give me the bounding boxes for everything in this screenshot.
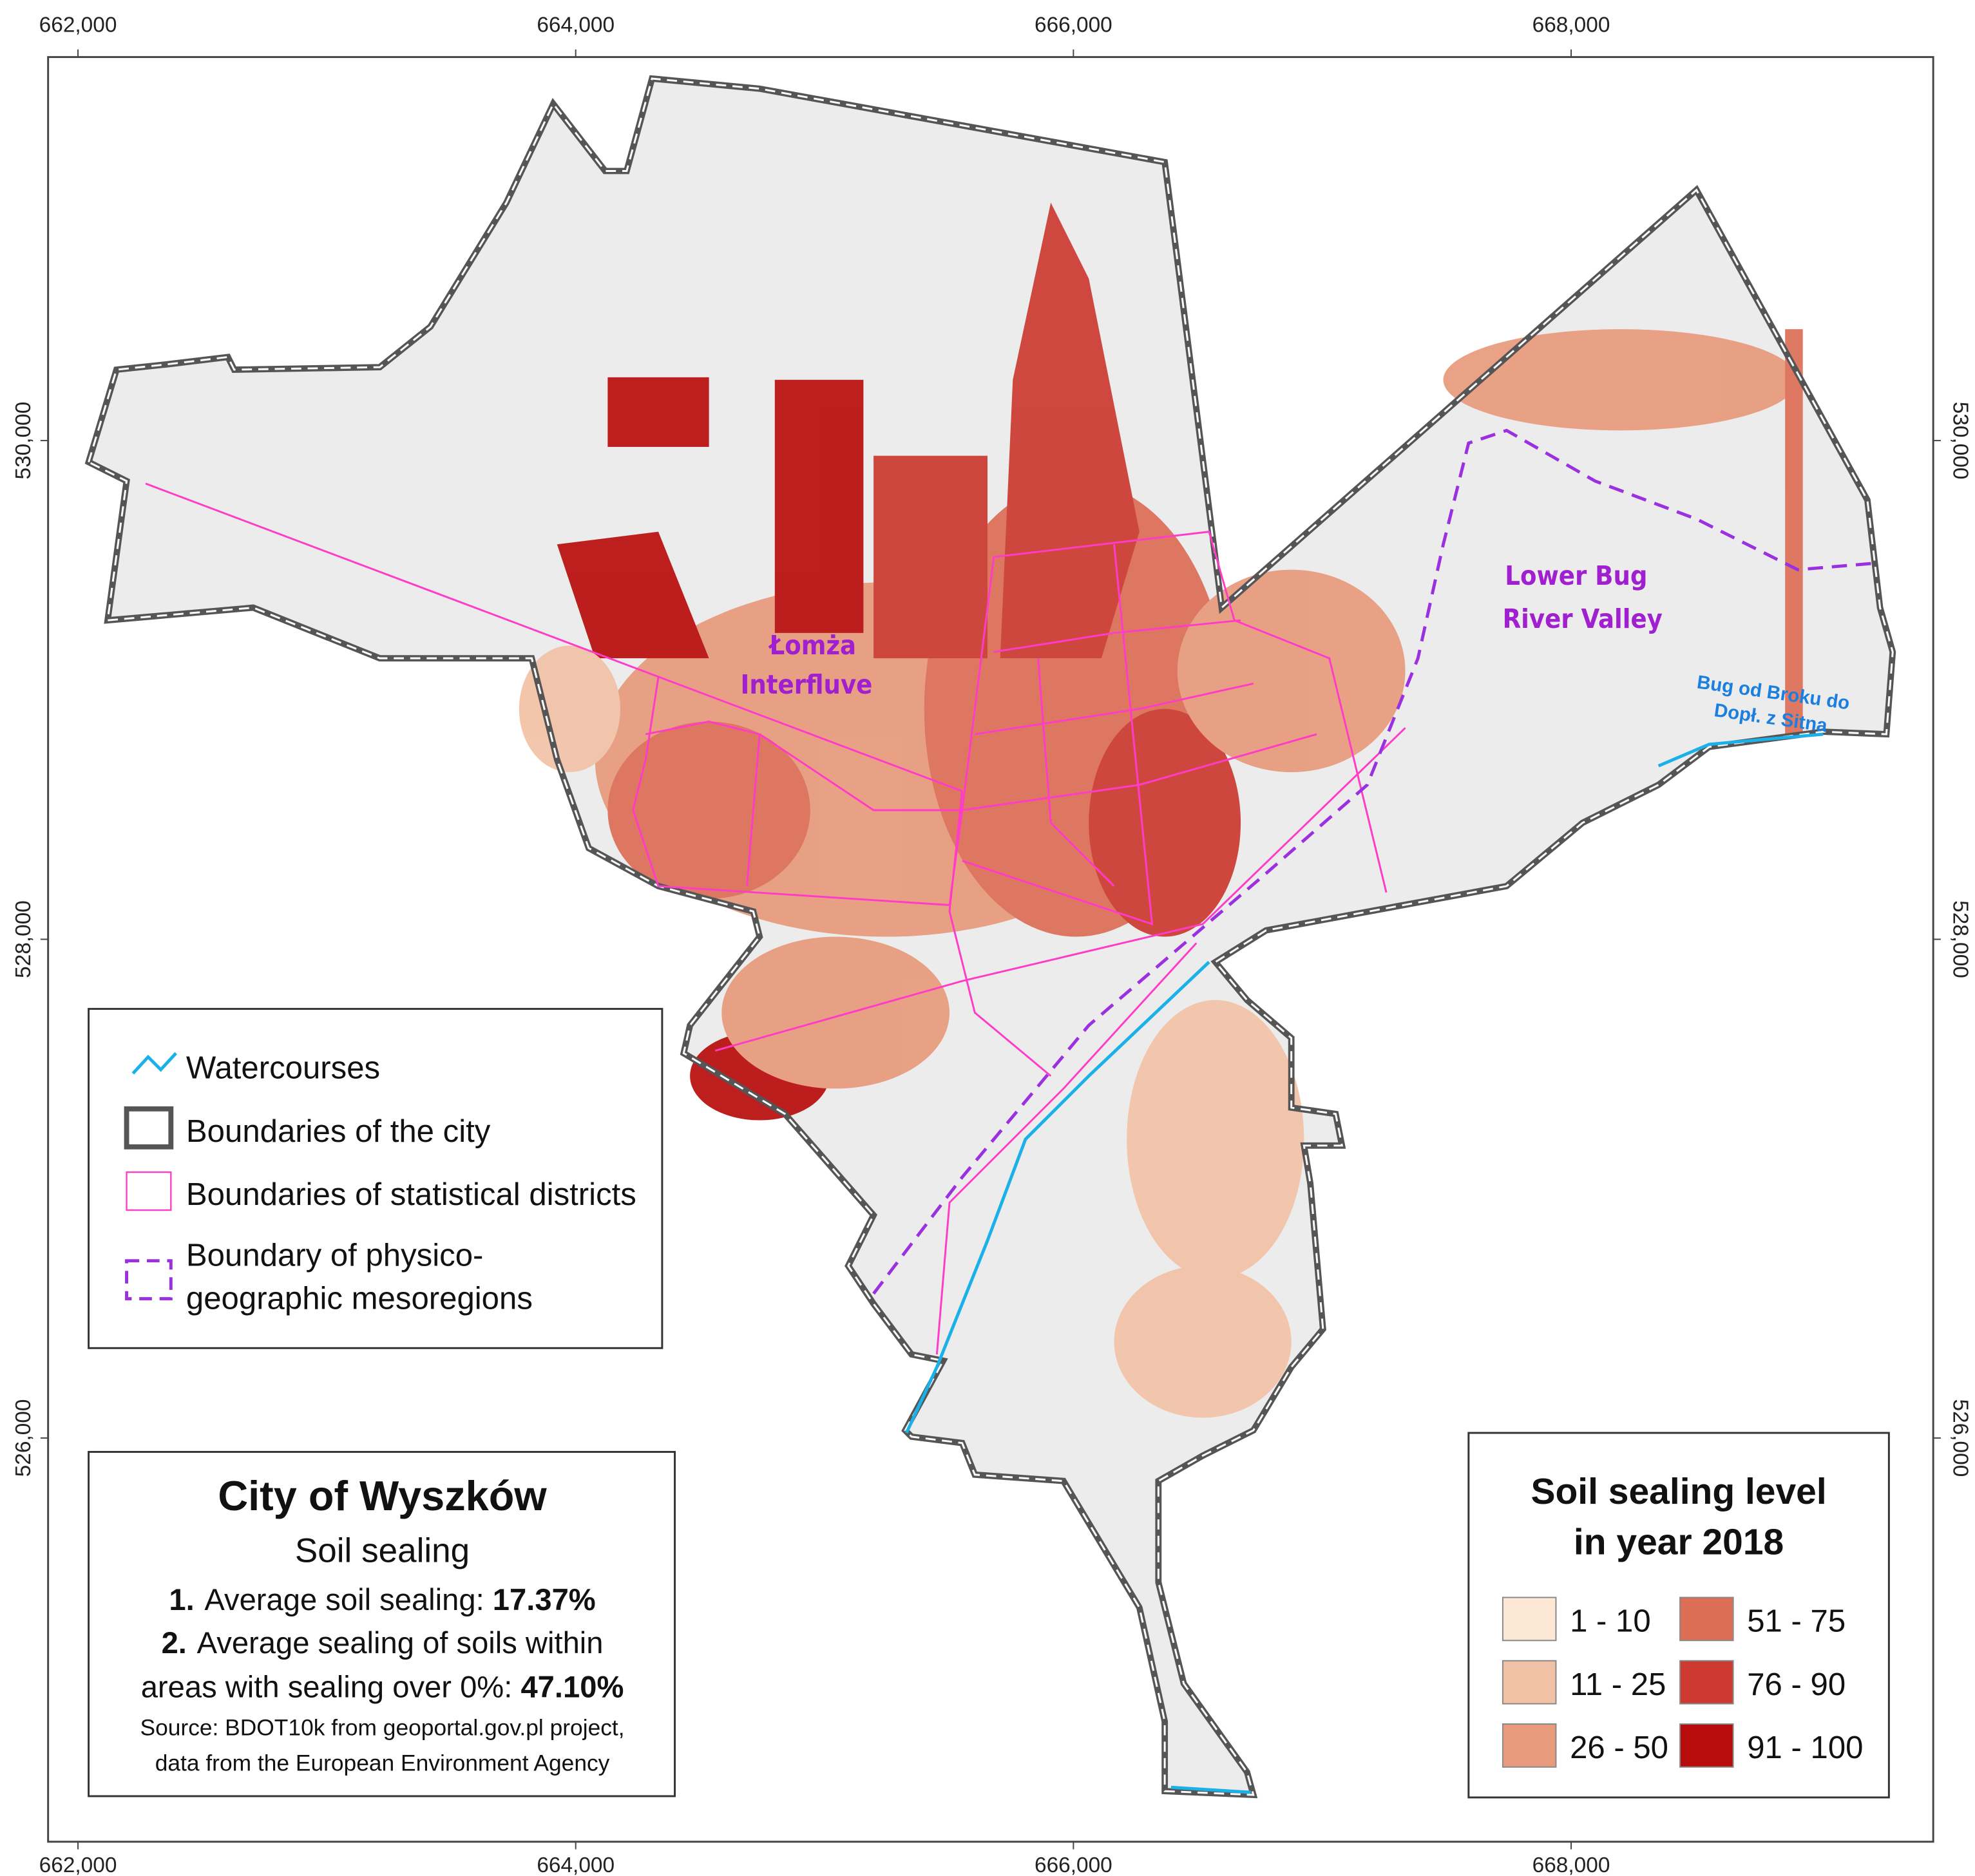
item-value: 47.10% <box>520 1670 624 1704</box>
coordinate-ticks: 662,000 662,000 664,000 664,000 666,000 666,0… <box>12 13 1972 1876</box>
legend-label: Boundaries of statistical districts <box>186 1177 636 1212</box>
legend-swatch <box>1679 1596 1734 1642</box>
city-boundary-dash <box>87 77 1894 1796</box>
y-tick-label: 526,000 <box>12 1399 35 1477</box>
region-label: Interfluve <box>741 669 873 700</box>
sealing-patch <box>607 721 810 899</box>
x-tick-label: 662,000 <box>39 1853 117 1876</box>
legend-symbol <box>124 1106 174 1150</box>
item-text: Average soil sealing: <box>204 1582 492 1616</box>
item-number: 1. <box>169 1582 194 1616</box>
legend-label: 91 - 100 <box>1747 1730 1863 1765</box>
x-tick-label: 666,000 <box>1035 1853 1112 1876</box>
district-boundary <box>962 544 1154 925</box>
legend-label: 1 - 10 <box>1570 1604 1651 1639</box>
item-text: Average sealing of soils within <box>197 1625 604 1660</box>
legend-label: Watercourses <box>186 1051 380 1086</box>
city-fill <box>88 79 1893 1795</box>
sealing-legend: Soil sealing level in year 2018 1 - 10 11… <box>1467 1432 1890 1799</box>
y-tick-label: 530,000 <box>1949 402 1972 480</box>
district-boundary <box>715 727 1406 1052</box>
sealing-patch <box>774 379 864 633</box>
x-tick-label: 666,000 <box>1035 13 1112 37</box>
sealing-patch <box>1443 329 1798 431</box>
legend-swatch <box>1502 1723 1557 1768</box>
legend-symbol <box>131 1052 177 1075</box>
sealing-patch <box>519 645 621 773</box>
legend-title: Soil sealing level <box>1531 1471 1826 1512</box>
y-tick-label: 528,000 <box>12 900 35 978</box>
x-tick-label: 662,000 <box>39 13 117 37</box>
district-boundary <box>759 733 1317 811</box>
x-tick-label: 668,000 <box>1532 13 1610 37</box>
y-tick-label: 528,000 <box>1949 900 1972 978</box>
watercourse <box>1170 1785 1251 1794</box>
legend-symbol <box>126 1171 172 1211</box>
y-tick-label: 530,000 <box>12 402 35 480</box>
sealing-patch <box>607 377 709 447</box>
x-tick-label: 664,000 <box>537 13 615 37</box>
item-number: 2. <box>162 1625 187 1660</box>
city-area <box>84 75 1896 1799</box>
legend-label: geographic mesoregions <box>186 1281 533 1316</box>
district-boundary <box>975 683 1254 735</box>
features-legend: Watercourses Boundaries of the city Boun… <box>88 1008 663 1349</box>
legend-title: in year 2018 <box>1574 1522 1784 1563</box>
item-value: 17.37% <box>493 1582 596 1616</box>
legend-symbol <box>125 1259 173 1301</box>
legend-swatch <box>1679 1723 1734 1768</box>
district-boundary <box>1037 658 1115 887</box>
region-label: River Valley <box>1503 603 1663 634</box>
info-source: Source: BDOT10k from geoportal.gov.pl pr… <box>140 1716 625 1741</box>
region-label: Łomża <box>768 630 856 661</box>
legend-box <box>88 1008 663 1349</box>
sealing-patch <box>873 455 988 659</box>
district-boundary <box>948 791 1052 1077</box>
legend-label: 26 - 50 <box>1570 1730 1668 1765</box>
info-frame <box>88 1450 676 1797</box>
sealing-patches <box>519 202 1803 1418</box>
y-tick-label: 526,000 <box>1949 1399 1972 1477</box>
sealing-patch <box>1114 1265 1292 1418</box>
watercourse <box>1657 732 1824 768</box>
info-box: City of Wyszków Soil sealing 1. Average s… <box>88 1450 676 1797</box>
legend-label: Boundary of physico- <box>186 1238 483 1273</box>
legend-swatch <box>1502 1660 1557 1705</box>
legend-swatch <box>1679 1660 1734 1705</box>
info-item: 2. Average sealing of soils within <box>162 1625 604 1660</box>
watercourse <box>904 961 1210 1434</box>
district-boundary <box>935 942 1197 1355</box>
info-item: 1. Average soil sealing: 17.37% <box>169 1582 595 1616</box>
x-tick-label: 664,000 <box>537 1853 615 1876</box>
legend-label: 11 - 25 <box>1570 1667 1666 1702</box>
info-subtitle: Soil sealing <box>295 1531 470 1569</box>
statistical-districts <box>145 482 1406 1355</box>
mesoregion-boundary <box>872 428 1874 1295</box>
info-title: City of Wyszków <box>218 1472 547 1519</box>
item-text: areas with sealing over 0%: <box>141 1670 521 1704</box>
region-label: Lower Bug <box>1505 560 1647 591</box>
sealing-patch <box>1785 329 1803 735</box>
district-boundary <box>645 720 761 887</box>
info-source: data from the European Environment Agenc… <box>155 1751 610 1776</box>
sealing-patch <box>721 936 950 1089</box>
legend-swatch <box>1502 1596 1557 1642</box>
x-tick-label: 668,000 <box>1532 1853 1610 1876</box>
sealing-patch <box>557 531 709 659</box>
district-boundary <box>993 619 1241 653</box>
district-boundary <box>145 482 963 792</box>
sealing-patch <box>1127 1000 1304 1279</box>
info-item: areas with sealing over 0%: 47.10% <box>141 1670 624 1704</box>
legend-label: 51 - 75 <box>1747 1604 1846 1639</box>
legend-label: Boundaries of the city <box>186 1114 491 1149</box>
legend-label: 76 - 90 <box>1747 1667 1846 1702</box>
